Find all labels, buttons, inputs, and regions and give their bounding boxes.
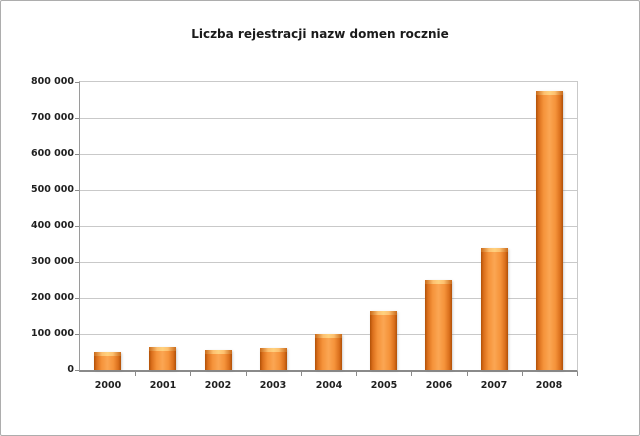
- bar-2003: [260, 348, 287, 370]
- y-axis-tick: [75, 118, 79, 119]
- y-axis-label: 700 000: [31, 112, 74, 123]
- plot-area: 0 100 000 200 000 300 000 400 000 500 000 600 …: [31, 76, 578, 391]
- x-axis-label: 2002: [204, 380, 232, 391]
- y-axis-label: 300 000: [31, 256, 74, 267]
- bar-2000: [94, 352, 121, 370]
- x-axis-label: 2004: [315, 380, 343, 391]
- bar-top-highlight: [536, 91, 563, 95]
- bar-top-highlight: [205, 350, 232, 354]
- y-axis-label: 800 000: [31, 76, 74, 87]
- bar-2001: [149, 347, 176, 370]
- x-axis-label: 2006: [425, 380, 453, 391]
- gridline: [80, 298, 577, 299]
- x-axis-label: 2003: [259, 380, 287, 391]
- chart-title: Liczba rejestracji nazw domen rocznie: [191, 27, 449, 41]
- bar-top-highlight: [260, 348, 287, 352]
- x-axis-tick: [356, 372, 357, 376]
- gridline: [80, 190, 577, 191]
- y-axis-label: 0: [67, 364, 74, 375]
- x-axis-tick: [411, 372, 412, 376]
- y-axis-tick: [75, 82, 79, 83]
- x-axis-tick: [190, 372, 191, 376]
- y-axis-label: 400 000: [31, 220, 74, 231]
- y-axis-tick: [75, 226, 79, 227]
- x-axis-tick: [577, 372, 578, 376]
- bar-2008: [536, 91, 563, 370]
- bar-2006: [425, 280, 452, 370]
- x-axis-label: 2000: [94, 380, 122, 391]
- bar-2002: [205, 350, 232, 370]
- bar-2005: [370, 311, 397, 370]
- bar-top-highlight: [425, 280, 452, 284]
- bar-top-highlight: [315, 334, 342, 338]
- x-axis-label: 2007: [480, 380, 508, 391]
- x-axis-label: 2001: [149, 380, 177, 391]
- y-axis-label: 100 000: [31, 328, 74, 339]
- bar-top-highlight: [370, 311, 397, 315]
- y-axis-tick: [75, 190, 79, 191]
- y-axis-tick: [75, 262, 79, 263]
- y-axis-label: 200 000: [31, 292, 74, 303]
- gridline: [80, 226, 577, 227]
- bar-top-highlight: [94, 352, 121, 356]
- gridline: [80, 154, 577, 155]
- gridline: [80, 118, 577, 119]
- x-axis-label: 2005: [370, 380, 398, 391]
- bar-2007: [481, 248, 508, 370]
- x-axis-tick: [135, 372, 136, 376]
- y-axis-tick: [75, 334, 79, 335]
- y-axis-tick: [75, 154, 79, 155]
- bar-top-highlight: [149, 347, 176, 351]
- y-axis-label: 500 000: [31, 184, 74, 195]
- x-axis-tick: [467, 372, 468, 376]
- bar-top-highlight: [481, 248, 508, 252]
- y-axis-label: 600 000: [31, 148, 74, 159]
- x-axis-tick: [301, 372, 302, 376]
- x-axis-tick: [522, 372, 523, 376]
- y-axis-tick: [75, 370, 79, 371]
- bar-2004: [315, 334, 342, 370]
- y-axis-tick: [75, 298, 79, 299]
- gridline: [80, 262, 577, 263]
- x-axis-label: 2008: [535, 380, 563, 391]
- x-axis-tick: [246, 372, 247, 376]
